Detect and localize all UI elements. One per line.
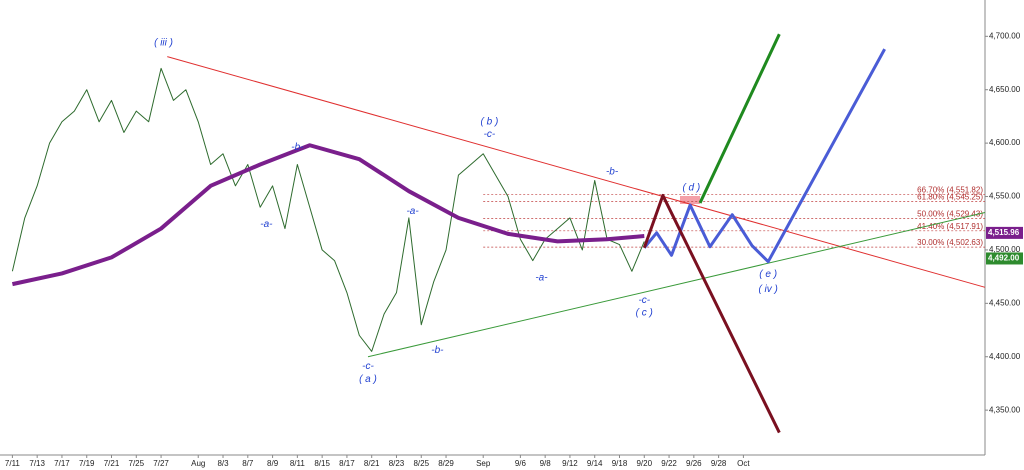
x-tick-label: 8/15 <box>314 459 330 468</box>
wave-label: ( iii ) <box>154 37 173 48</box>
x-tick-label: 7/13 <box>29 459 45 468</box>
x-tick-label: 8/7 <box>242 459 254 468</box>
series-line <box>698 33 781 204</box>
y-tick-label: 4,550.00 <box>989 192 1021 201</box>
x-tick-label: 8/23 <box>389 459 405 468</box>
y-tick-label: 4,500.00 <box>989 245 1021 254</box>
series-line <box>643 48 886 264</box>
wave-label: ( c ) <box>636 308 653 319</box>
x-tick-label: 8/9 <box>267 459 279 468</box>
wave-label: -c- <box>484 129 496 140</box>
x-tick-label: Aug <box>191 459 205 468</box>
x-tick-label: 7/17 <box>54 459 70 468</box>
x-tick-label: 8/11 <box>290 459 306 468</box>
x-tick-label: 8/3 <box>217 459 229 468</box>
wave-label: ( a ) <box>359 374 377 385</box>
x-tick-label: 8/29 <box>438 459 454 468</box>
x-tick-label: 7/11 <box>5 459 21 468</box>
wave-label: -b- <box>431 345 444 356</box>
wave-label: -a- <box>406 206 419 217</box>
fib-label: 61.80% (4,545.25) <box>917 193 983 202</box>
x-tick-label: 9/26 <box>686 459 702 468</box>
wave-label: ( b ) <box>481 116 499 127</box>
wave-label: -b- <box>606 167 619 178</box>
y-tick-label: 4,700.00 <box>989 31 1021 40</box>
y-tick-label: 4,350.00 <box>989 405 1021 414</box>
wave-label: ( iv ) <box>758 284 777 295</box>
x-tick-label: 9/12 <box>562 459 578 468</box>
fib-label: 66.70% (4,551.82) <box>917 186 983 195</box>
x-tick-label: 9/20 <box>636 459 652 468</box>
x-tick-label: 8/17 <box>339 459 355 468</box>
fib-label: 30.00% (4,502.63) <box>917 238 983 247</box>
x-tick-label: 8/25 <box>413 459 429 468</box>
wave-label: ( d ) <box>682 183 700 194</box>
x-tick-label: 9/28 <box>711 459 727 468</box>
y-tick-label: 4,650.00 <box>989 85 1021 94</box>
y-tick-label: 4,450.00 <box>989 298 1021 307</box>
series-line <box>11 143 645 287</box>
wave-label: ( e ) <box>759 269 777 280</box>
x-tick-label: 8/21 <box>364 459 380 468</box>
target-box <box>680 196 700 204</box>
x-tick-label: 9/8 <box>540 459 552 468</box>
series-line <box>642 193 781 434</box>
y-tick-label: 4,400.00 <box>989 352 1021 361</box>
wave-label: -a- <box>535 272 548 283</box>
fib-label: 50.00% (4,529.43) <box>917 210 983 219</box>
price-tag-label: 4,515.96 <box>988 228 1020 237</box>
x-tick-label: Sep <box>476 459 491 468</box>
x-tick-label: 7/19 <box>79 459 95 468</box>
y-tick-label: 4,600.00 <box>989 138 1021 147</box>
series-line <box>11 67 645 352</box>
fib-label: 41.40% (4,517.91) <box>917 222 983 231</box>
wave-label: -a- <box>260 219 273 230</box>
wave-label: -c- <box>638 295 650 306</box>
x-tick-label: 9/6 <box>515 459 527 468</box>
x-tick-label: 7/21 <box>104 459 120 468</box>
price-tag-label: 4,492.00 <box>988 254 1020 263</box>
wave-label: -b- <box>291 142 304 153</box>
x-tick-label: 7/25 <box>129 459 145 468</box>
x-tick-label: 9/22 <box>661 459 677 468</box>
wave-label: -c- <box>362 361 374 372</box>
x-tick-label: 7/27 <box>153 459 169 468</box>
x-tick-label: Oct <box>737 459 750 468</box>
x-tick-label: 9/14 <box>587 459 603 468</box>
x-tick-label: 9/18 <box>612 459 628 468</box>
series-line <box>167 56 986 288</box>
series-line <box>367 212 986 358</box>
price-tag <box>986 252 1023 265</box>
price-tag <box>986 226 1023 239</box>
